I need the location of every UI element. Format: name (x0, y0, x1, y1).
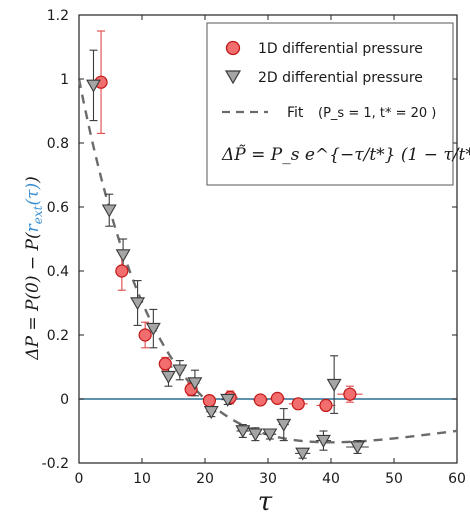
y-tick-label: 1 (60, 72, 69, 88)
legend-box (206, 22, 454, 186)
data-point-2d (187, 377, 203, 391)
data-point-2d (220, 393, 236, 407)
data-point-2d (172, 364, 188, 378)
data-point-2d (350, 441, 365, 455)
data-point-1d (270, 391, 285, 405)
data-point-2d (276, 418, 292, 432)
x-axis-label: τ (258, 487, 273, 517)
y-axis-label-highlight: r (23, 223, 43, 232)
y-tick-label: 1.2 (47, 8, 69, 24)
data-point-2d (203, 406, 219, 420)
x-tick-label: 50 (385, 471, 403, 487)
data-point-2d (326, 378, 342, 392)
y-tick-label: 0.8 (47, 136, 69, 152)
x-tick-label: 40 (322, 471, 340, 487)
legend: 1D differential pressure 2D differential… (206, 22, 470, 186)
legend-marker-2d (224, 70, 242, 85)
legend-label-2d: 2D differential pressure (258, 70, 423, 86)
y-tick-label: -0.2 (42, 456, 69, 472)
data-point-2d (262, 428, 278, 442)
x-tick-label: 20 (196, 471, 214, 487)
x-tick-label: 30 (259, 471, 277, 487)
data-point-2d (115, 249, 131, 263)
data-point-1d (343, 387, 357, 401)
data-point-2d (86, 79, 101, 93)
y-tick-label: 0.6 (47, 200, 69, 216)
data-markers (86, 75, 365, 461)
data-point-1d (138, 328, 152, 342)
data-point-2d (235, 425, 251, 439)
legend-formula: ΔP̃ = P_s e^{−τ/t*} (1 − τ/t*) (221, 145, 470, 165)
y-axis-label-prefix: ΔP = P(0) − P( (23, 232, 43, 361)
x-tick-label: 0 (75, 471, 84, 487)
y-axis-label: ΔP = P(0) − P(rext(τ)) (23, 176, 45, 361)
data-point-2d (145, 322, 161, 336)
data-point-2d (295, 447, 311, 461)
y-axis-label-suffix: ) (23, 176, 43, 184)
y-axis-label-highlight-tail: (τ) (23, 183, 43, 206)
x-tick-label: 60 (448, 471, 466, 487)
data-point-2d (315, 434, 331, 448)
data-point-1d (253, 393, 268, 407)
data-point-1d (319, 398, 333, 412)
data-point-2d (130, 297, 146, 311)
legend-label-1d: 1D differential pressure (258, 41, 423, 57)
axis-ticks: 0 10 20 30 40 50 60 -0.2 0 0.2 0.4 0.6 0.8 1 1.2 (42, 8, 466, 487)
y-tick-label: 0.4 (47, 264, 69, 280)
data-point-2d (161, 370, 176, 384)
data-point-1d (158, 357, 172, 371)
legend-label-fit: Fit (287, 105, 304, 121)
data-point-1d (291, 397, 305, 411)
y-tick-label: 0.2 (47, 328, 69, 344)
data-point-1d (115, 264, 129, 278)
x-tick-label: 10 (133, 471, 151, 487)
y-axis-label-highlight-sub: ext (31, 205, 45, 224)
data-point-2d (247, 428, 263, 442)
y-tick-label: 0 (60, 392, 69, 408)
data-point-1d (202, 394, 217, 408)
legend-marker-1d (225, 40, 241, 56)
data-point-2d (101, 204, 117, 218)
legend-fit-params: (P_s = 1, t* = 20 ) (318, 106, 436, 121)
